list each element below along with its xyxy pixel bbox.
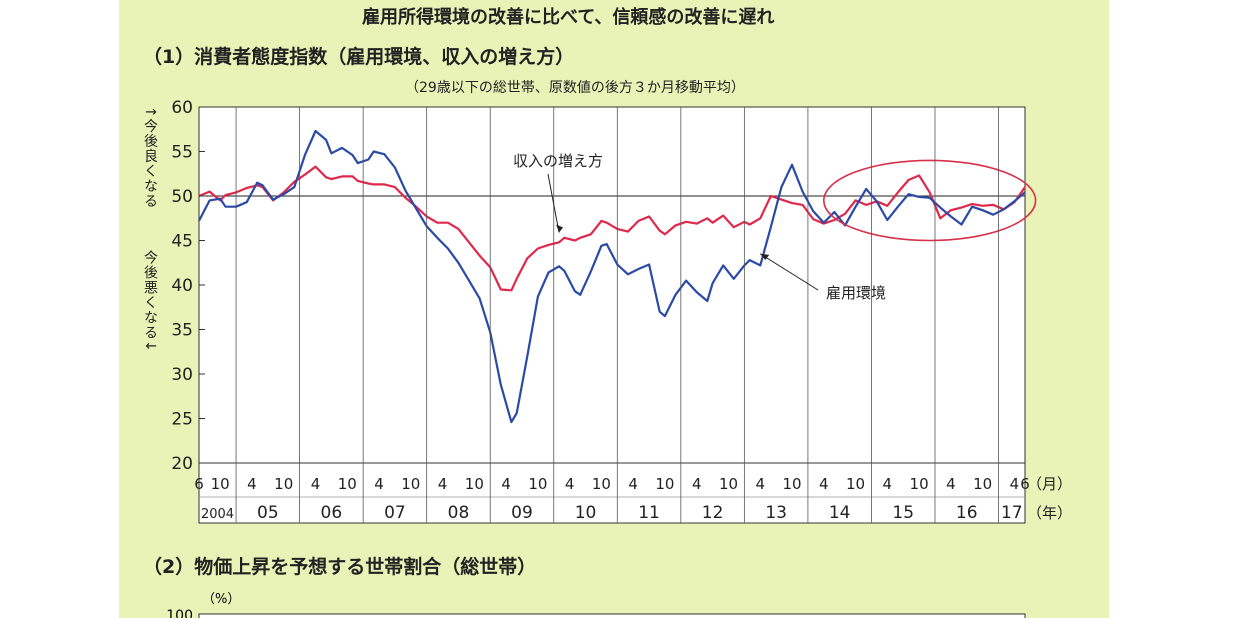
x-month-tick-label: 4 <box>1010 475 1020 493</box>
annotation-income-label: 収入の増え方 <box>513 152 603 170</box>
section2-unit: （%） <box>202 592 240 607</box>
x-month-tick-label: 6 <box>1020 475 1030 493</box>
x-year-label: 07 <box>384 503 406 523</box>
annotation-employment-arrow <box>759 253 819 291</box>
x-month-tick-label: 4 <box>755 475 765 493</box>
annotation-employment-arrowhead <box>760 253 770 260</box>
x-month-tick-label: 4 <box>946 475 956 493</box>
y-axis-label-down: 今後悪くなる↓ <box>142 250 158 353</box>
x-month-tick-label: 10 <box>211 475 230 493</box>
y-axis-label-up: ↑今後良くなる <box>142 106 158 209</box>
section1-subtitle: （29歳以下の総世帯、原数値の後方３か月移動平均） <box>405 80 745 96</box>
annotation-income-arrowhead <box>556 224 564 233</box>
y-tick-label: 50 <box>171 187 193 207</box>
x-month-tick-label: 4 <box>628 475 638 493</box>
x-month-unit-label: （月） <box>1027 475 1072 493</box>
x-year-label: 12 <box>702 503 724 523</box>
x-month-tick-label: 4 <box>374 475 384 493</box>
x-year-label: 06 <box>321 503 343 523</box>
x-month-tick-label: 10 <box>973 475 992 493</box>
section2-title: （2）物価上昇を予想する世帯割合（総世帯） <box>143 556 537 578</box>
x-month-tick-label: 4 <box>692 475 702 493</box>
x-month-tick-label: 4 <box>247 475 257 493</box>
x-month-tick-label: 10 <box>910 475 929 493</box>
x-year-label: 15 <box>892 503 914 523</box>
x-year-label: 11 <box>638 503 660 523</box>
x-month-tick-label: 4 <box>438 475 448 493</box>
x-year-label: 10 <box>575 503 597 523</box>
x-year-label: 08 <box>448 503 470 523</box>
annotation-employment-label: 雇用環境 <box>826 284 886 302</box>
x-year-label: 13 <box>765 503 787 523</box>
x-year-label: 14 <box>829 503 851 523</box>
employment-series-line <box>198 129 1026 424</box>
x-month-tick-label: 4 <box>311 475 321 493</box>
x-month-tick-label: 10 <box>465 475 484 493</box>
x-month-tick-label: 10 <box>401 475 420 493</box>
x-month-tick-label: 10 <box>655 475 674 493</box>
x-year-label: 16 <box>956 503 978 523</box>
section1-title: （1）消費者態度指数（雇用環境、収入の増え方） <box>143 46 575 68</box>
x-month-tick-label: 10 <box>338 475 357 493</box>
x-month-tick-label: 4 <box>501 475 511 493</box>
y-tick-label: 40 <box>171 276 193 296</box>
x-month-tick-label: 6 <box>194 475 204 493</box>
x-year-label: 09 <box>511 503 533 523</box>
plot2-area <box>198 613 1026 618</box>
y-tick-label: 35 <box>171 321 193 341</box>
y-tick-label: 30 <box>171 365 193 385</box>
x-month-tick-label: 10 <box>274 475 293 493</box>
x-month-tick-label: 10 <box>846 475 865 493</box>
x-month-tick-label: 4 <box>883 475 893 493</box>
x-month-tick-label: 10 <box>592 475 611 493</box>
y-tick-label: 20 <box>171 454 193 474</box>
x-month-tick-label: 4 <box>819 475 829 493</box>
x-month-tick-label: 4 <box>565 475 575 493</box>
annotation-income-arrow <box>547 173 560 233</box>
y-tick-label: 60 <box>171 98 193 118</box>
y-tick-label: 45 <box>171 232 193 252</box>
x-axis-area <box>198 462 1026 524</box>
y-tick-label: 25 <box>171 410 193 430</box>
highlight-ellipse <box>822 159 1037 242</box>
x-month-tick-label: 10 <box>528 475 547 493</box>
x-month-tick-label: 10 <box>782 475 801 493</box>
x-year-label: 17 <box>1001 503 1023 523</box>
main-title: 雇用所得環境の改善に比べて、信頼感の改善に遅れ <box>362 7 775 28</box>
x-year-label: 05 <box>257 503 279 523</box>
x-month-tick-label: 10 <box>719 475 738 493</box>
y-tick-label: 55 <box>171 143 193 163</box>
plot-area <box>198 106 1026 464</box>
x-year-label: 2004 <box>201 507 234 522</box>
section2-y-tick: 100 <box>166 608 193 618</box>
x-year-unit-label: （年） <box>1027 504 1072 522</box>
